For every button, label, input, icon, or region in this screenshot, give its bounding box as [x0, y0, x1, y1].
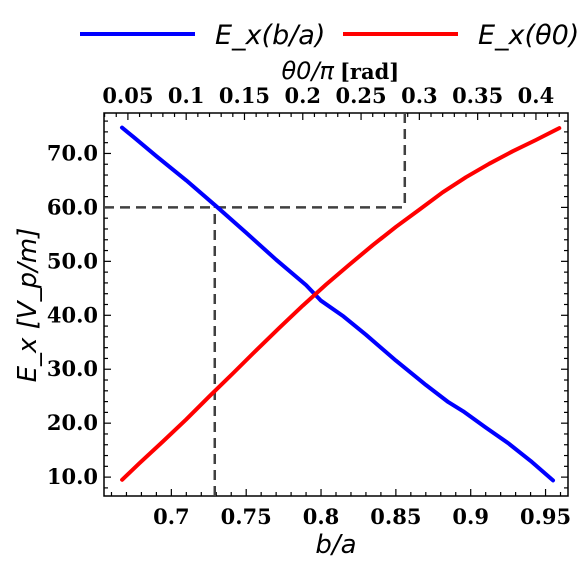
y-tick-label: 10.0	[47, 464, 98, 489]
legend-label-series-1: E_x(b/a)	[215, 20, 325, 51]
y-tick-label: 30.0	[47, 356, 98, 381]
top-x-tick-label: 0.2	[285, 83, 322, 108]
top-x-tick-label: 0.05	[102, 83, 153, 108]
x-tick-label: 0.75	[221, 504, 272, 529]
y-tick-label: 50.0	[47, 248, 98, 273]
y-axis-label: E_x [V_p/m]	[13, 228, 43, 383]
legend-label-series-2: E_x(θ0)	[478, 20, 579, 51]
top-x-tick-label: 0.1	[168, 83, 205, 108]
y-tick-label: 40.0	[47, 302, 98, 327]
x-tick-label: 0.95	[520, 504, 571, 529]
axis-tick-labels: 0.7 0.75 0.8 0.85 0.9 0.95 0.05 0.1 0.15 0.2 0.25 0…	[47, 83, 571, 529]
top-x-tick-label: 0.3	[401, 83, 438, 108]
y-tick-label: 60.0	[47, 194, 98, 219]
top-axis-label: θ0/π [rad]	[282, 57, 400, 85]
y-tick-label: 70.0	[47, 140, 98, 165]
x-tick-label: 0.9	[452, 504, 489, 529]
x-tick-label: 0.85	[370, 504, 421, 529]
series-lines	[122, 128, 559, 481]
top-x-tick-label: 0.4	[518, 83, 555, 108]
x-axis-label: b/a	[315, 530, 356, 560]
x-tick-label: 0.8	[303, 504, 340, 529]
top-x-tick-label: 0.15	[219, 83, 270, 108]
reference-lines	[104, 113, 405, 496]
series-line-1	[122, 128, 553, 481]
top-axis-label-unit: [rad]	[340, 59, 399, 84]
x-tick-label: 0.7	[153, 504, 190, 529]
top-x-tick-label: 0.25	[335, 83, 386, 108]
y-tick-label: 20.0	[47, 410, 98, 435]
top-axis-label-symbol: θ0/π	[282, 57, 335, 85]
legend: E_x(b/a) E_x(θ0)	[80, 20, 579, 51]
top-x-tick-label: 0.35	[452, 83, 503, 108]
